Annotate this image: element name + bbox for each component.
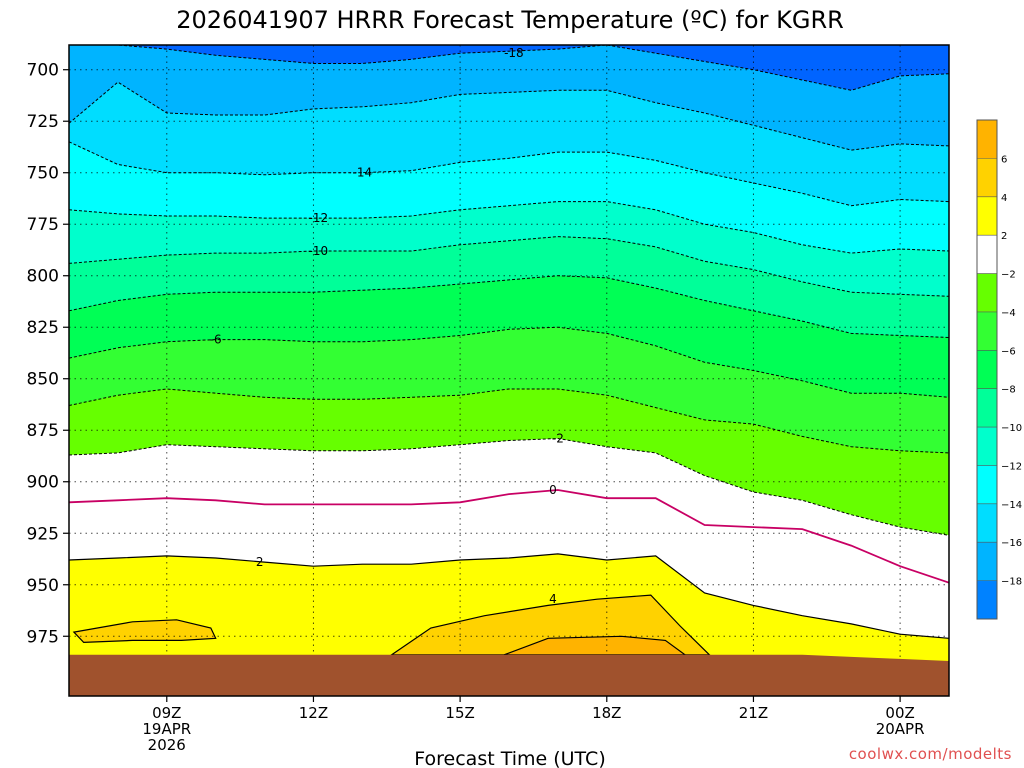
colorbar-tick-label: −4 xyxy=(1001,308,1016,319)
x-tick-label: 15Z xyxy=(445,704,474,722)
isotherm-lines xyxy=(69,45,949,639)
y-tick-label: 725 xyxy=(27,112,59,132)
y-tick-label: 950 xyxy=(27,576,59,596)
y-tick-label: 875 xyxy=(27,421,59,441)
x-axis-label: Forecast Time (UTC) xyxy=(414,748,605,768)
y-tick-label: 700 xyxy=(27,61,59,81)
x-tick-label: 21Z xyxy=(739,704,768,722)
colorbar-tick-label: −6 xyxy=(1001,346,1016,357)
colorbar-tick-label: −12 xyxy=(1001,461,1022,472)
colorbar-band xyxy=(977,273,997,312)
y-tick-label: 825 xyxy=(27,318,59,338)
contour-label: 4 xyxy=(549,592,557,606)
isotherm--8 xyxy=(69,275,949,338)
y-tick-label: 750 xyxy=(27,164,59,184)
contour-label: -18 xyxy=(504,46,524,60)
colorbar-band xyxy=(977,388,997,428)
isotherm--18 xyxy=(69,45,949,91)
x-tick-label: 19APR xyxy=(142,720,191,738)
contour-label: -10 xyxy=(309,244,329,258)
colorbar-band xyxy=(977,580,997,619)
contour-label: -6 xyxy=(210,333,222,347)
warm-region-fills xyxy=(72,594,711,656)
x-tick-label: 2026 xyxy=(148,736,186,754)
chart-title: 2026041907 HRRR Forecast Temperature (ºC… xyxy=(176,6,844,34)
contour-label: -12 xyxy=(309,211,329,225)
isotherm--2 xyxy=(69,437,949,536)
temperature-fill-bands xyxy=(69,45,949,696)
y-tick-label: 925 xyxy=(27,524,59,544)
colorbar-frame xyxy=(976,119,998,620)
y-tick-label: 800 xyxy=(27,267,59,287)
y-tick-label: 850 xyxy=(27,370,59,390)
contour-label: -2 xyxy=(552,431,564,445)
colorbar-band xyxy=(977,158,997,197)
colorbar-band xyxy=(977,465,997,504)
isotherm--4 xyxy=(69,388,949,454)
colorbar: 6 4 2 −2 −4 −6 −8 −10 −12 −14 −16 −18 xyxy=(976,119,1022,620)
contour-labels: -18 -14 -12 -10 -6 -2 0 2 4 xyxy=(210,46,564,606)
colorbar-band xyxy=(977,350,997,389)
colorbar-tick-label: −8 xyxy=(1001,385,1016,396)
isotherm--10 xyxy=(69,236,949,297)
colorbar-band xyxy=(977,196,997,236)
x-tick-label: 09Z xyxy=(152,704,181,722)
x-tick-label: 00Z xyxy=(885,704,914,722)
isotherm--14 xyxy=(69,141,949,207)
y-tick-label: 900 xyxy=(27,473,59,493)
isotherm--16 xyxy=(69,81,949,151)
contour-label: 2 xyxy=(256,555,264,569)
colorbar-tick-label: −2 xyxy=(1001,270,1016,281)
colorbar-band xyxy=(977,120,997,159)
plot-frame xyxy=(68,44,950,697)
isotherm-2 xyxy=(69,553,949,639)
x-tick-label: 12Z xyxy=(299,704,328,722)
contour-label: -14 xyxy=(353,166,373,180)
colorbar-tick-label: −18 xyxy=(1001,577,1022,588)
isotherm--6 xyxy=(69,326,949,398)
y-tick-label: 775 xyxy=(27,215,59,235)
isotherm-0 xyxy=(69,489,949,584)
y-axis: 700 725 750 775 800 825 850 875 900 925 950 975 xyxy=(27,61,69,647)
colorbar-tick-label: −16 xyxy=(1001,538,1022,549)
x-tick-label: 20APR xyxy=(876,720,925,738)
colorbar-tick-label: 2 xyxy=(1001,231,1007,242)
colorbar-tick-label: 6 xyxy=(1001,154,1007,165)
y-tick-label: 975 xyxy=(27,627,59,647)
plot-area xyxy=(69,45,949,696)
ground-layer xyxy=(69,654,949,696)
colorbar-band xyxy=(977,542,997,581)
colorbar-band xyxy=(977,427,997,466)
colorbar-tick-label: 4 xyxy=(1001,193,1007,204)
colorbar-tick-label: −14 xyxy=(1001,500,1022,511)
isotherm--12 xyxy=(69,201,949,254)
colorbar-band xyxy=(977,235,997,274)
x-tick-label: 18Z xyxy=(592,704,621,722)
contour-label: 0 xyxy=(549,483,557,497)
colorbar-band xyxy=(977,311,997,351)
colorbar-band xyxy=(977,503,997,543)
credit-text: coolwx.com/modelts xyxy=(849,745,1012,763)
ground-fill xyxy=(69,654,949,696)
colorbar-tick-label: −10 xyxy=(1001,423,1022,434)
